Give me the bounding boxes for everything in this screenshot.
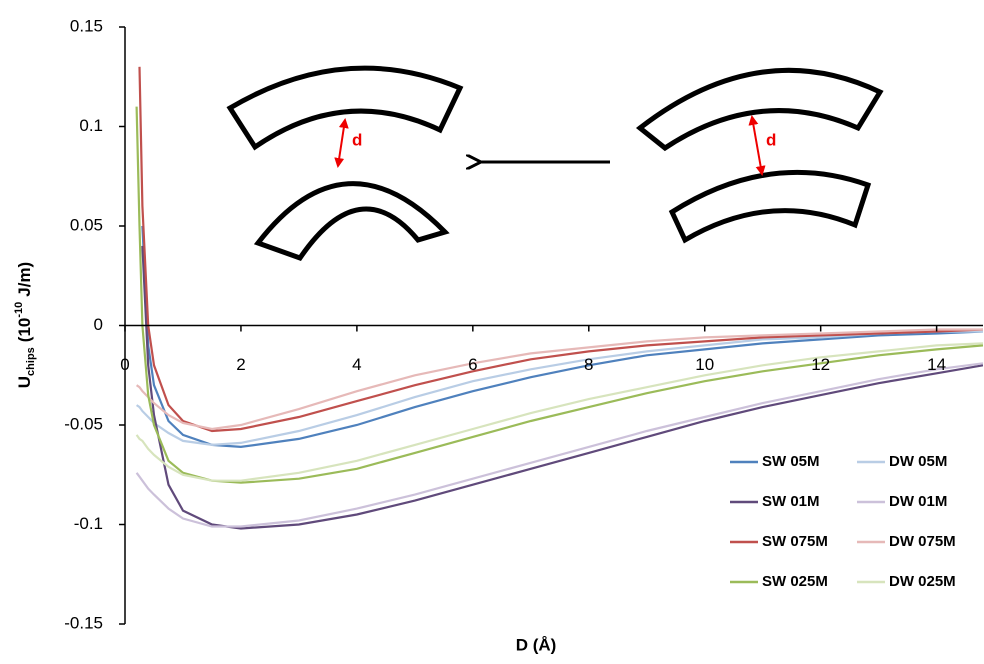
gap-label: d (352, 130, 362, 149)
y-tick-label: 0 (94, 315, 103, 334)
x-tick-label: 4 (352, 355, 361, 374)
y-axis-title: Uchips (10-10 J/m) (13, 262, 37, 388)
legend: SW 05M DW 05M SW 01M DW 01M SW 075M DW 075M SW… (730, 453, 956, 590)
left-lower-sector (253, 181, 450, 262)
left-upper-sector (226, 65, 464, 151)
legend-label: SW 075M (762, 533, 828, 550)
x-axis-title: D (Å) (516, 635, 557, 654)
y-title-part: (10 (15, 318, 34, 343)
legend-label: SW 05M (762, 453, 820, 470)
y-tick-label: -0.1 (74, 514, 103, 533)
series-line (138, 66, 983, 433)
series-line (135, 342, 983, 482)
series-line (135, 362, 983, 528)
y-title-part: -10 (13, 302, 25, 318)
legend-label: DW 05M (889, 453, 947, 470)
left-gap-arrow (334, 118, 349, 168)
series-line (141, 245, 983, 530)
y-tick-label: -0.05 (64, 414, 103, 433)
x-tick-label: 10 (695, 355, 714, 374)
series-line (135, 328, 983, 431)
legend-label: DW 075M (889, 533, 956, 550)
y-tick-label: -0.15 (64, 613, 103, 632)
y-title-part: chips (25, 347, 37, 376)
y-title-part: J/m) (15, 262, 34, 297)
x-tick-label: 8 (584, 355, 593, 374)
gap-label: d (766, 130, 776, 149)
legend-label: SW 025M (762, 573, 828, 590)
x-tick-label: 6 (468, 355, 477, 374)
y-tick-label: 0.15 (70, 16, 103, 35)
series-line (135, 106, 983, 484)
plot-area (135, 66, 983, 530)
y-tick-label: 0.05 (70, 215, 103, 234)
legend-label: SW 01M (762, 493, 820, 510)
x-tick-label: 14 (927, 355, 946, 374)
right-upper-sector (635, 67, 884, 152)
y-title-part: U (15, 376, 34, 388)
diagram: d d (226, 65, 884, 262)
right-lower-sector (668, 169, 872, 244)
series-line (141, 225, 983, 449)
legend-label: DW 025M (889, 573, 956, 590)
x-tick-label: 2 (236, 355, 245, 374)
legend-label: DW 01M (889, 493, 947, 510)
x-tick-label: 0 (120, 355, 129, 374)
y-tick-label: 0.1 (79, 116, 103, 135)
right-gap-arrow (748, 115, 766, 176)
x-tick-label: 12 (811, 355, 830, 374)
series-line (135, 330, 983, 447)
